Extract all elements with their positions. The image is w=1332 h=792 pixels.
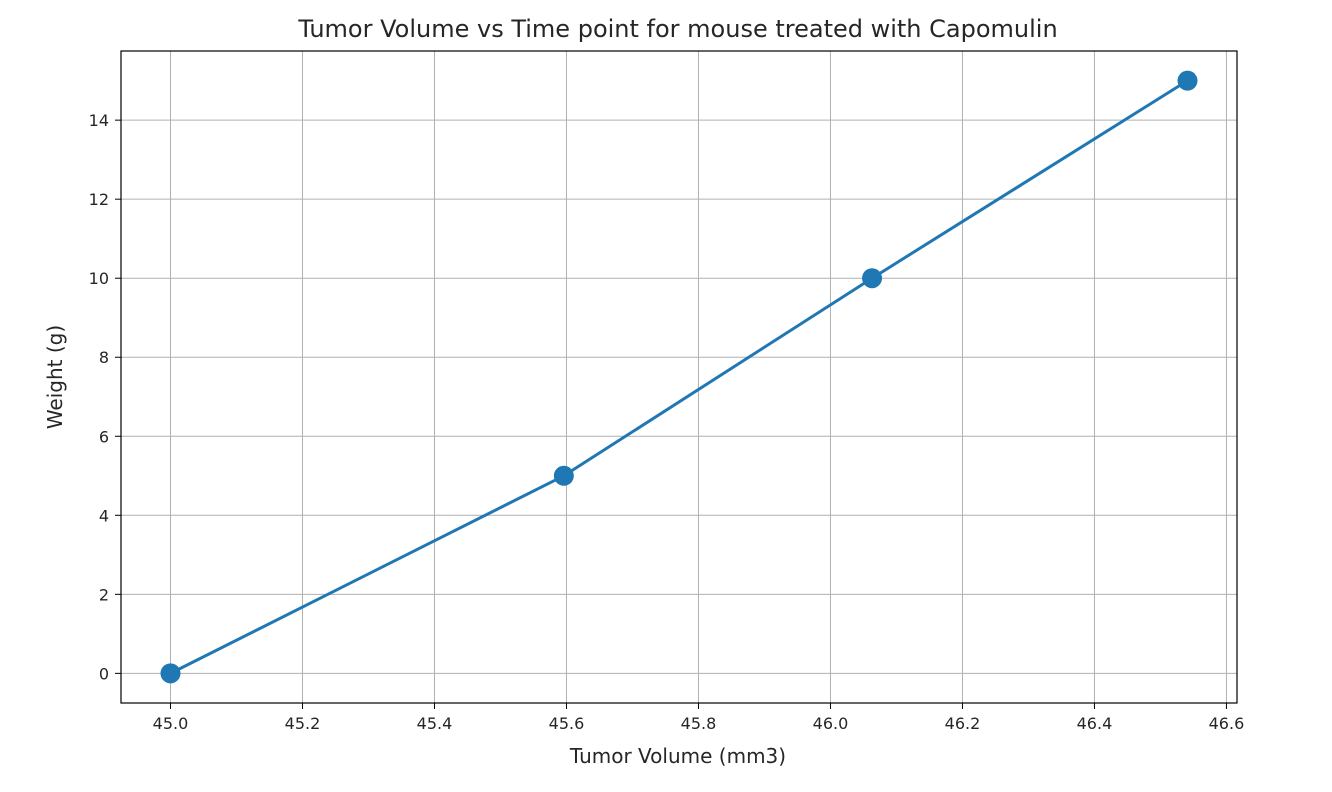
x-tick-label: 46.2 [945, 714, 981, 733]
x-axis-title: Tumor Volume (mm3) [569, 744, 786, 768]
data-point [1177, 70, 1198, 91]
x-tick-label: 46.0 [813, 714, 849, 733]
y-tick-label: 12 [89, 190, 109, 209]
y-tick-label: 6 [99, 427, 109, 446]
x-tick-label: 46.4 [1077, 714, 1113, 733]
series-line [169, 79, 1189, 675]
axes-frame [120, 50, 1238, 704]
x-axis: 45.0 45.2 45.4 45.6 45.8 46.0 46.2 46.4 46.6 [153, 703, 1245, 733]
y-tick-label: 4 [99, 506, 109, 525]
y-tick-label: 14 [89, 111, 109, 130]
plot-area [160, 70, 1198, 684]
x-tick-label: 45.0 [153, 714, 189, 733]
y-tick-label: 10 [89, 269, 109, 288]
x-tick-label: 45.6 [549, 714, 585, 733]
y-tick-label: 0 [99, 664, 109, 683]
x-tick-label: 45.4 [417, 714, 453, 733]
x-tick-label: 45.8 [681, 714, 717, 733]
grid [121, 51, 1237, 703]
y-tick-label: 2 [99, 585, 109, 604]
data-point [160, 663, 181, 684]
chart-title: Tumor Volume vs Time point for mouse tre… [297, 15, 1057, 43]
data-point [553, 465, 574, 486]
y-axis-title: Weight (g) [43, 325, 67, 429]
data-point [862, 268, 883, 289]
y-tick-label: 8 [99, 348, 109, 367]
x-tick-label: 45.2 [285, 714, 321, 733]
x-tick-label: 46.6 [1209, 714, 1245, 733]
y-axis: 0 2 4 6 8 10 12 14 [89, 111, 121, 683]
